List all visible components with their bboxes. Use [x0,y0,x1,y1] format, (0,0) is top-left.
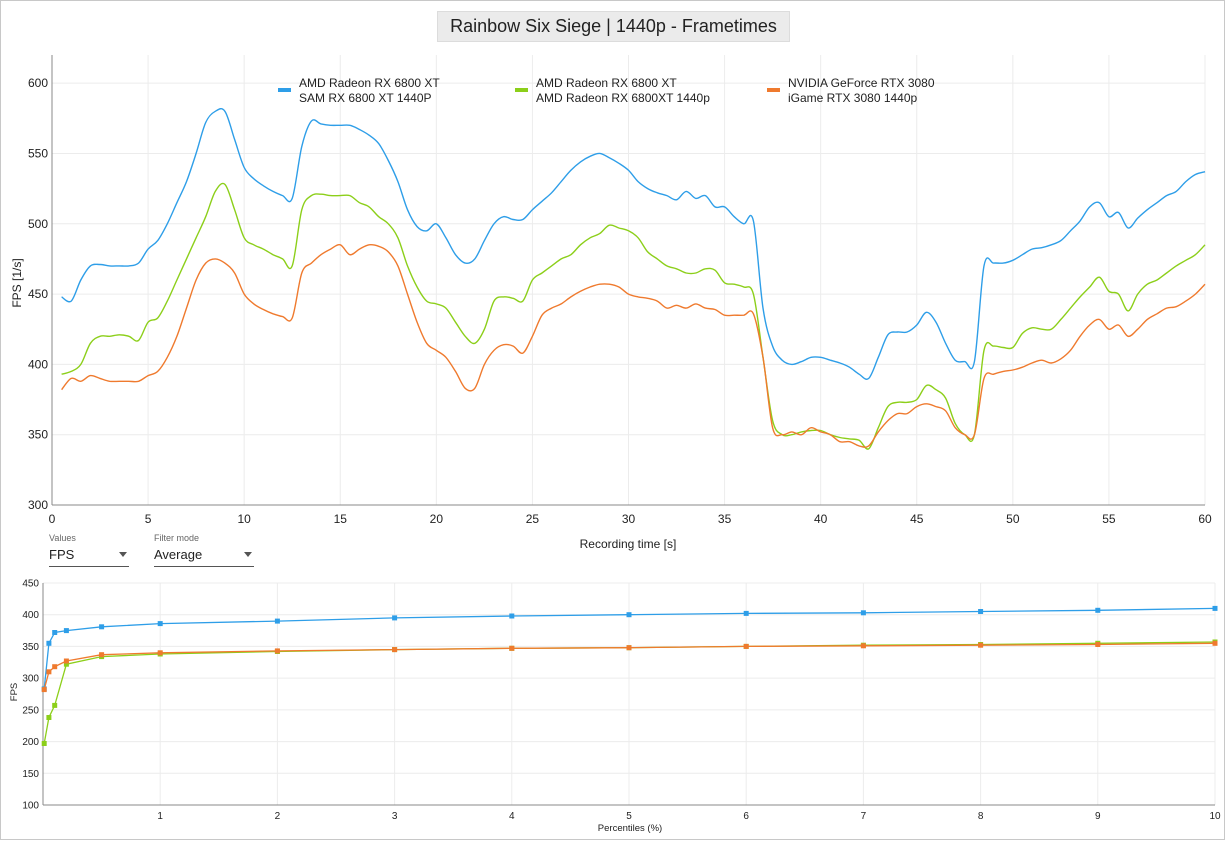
values-dropdown-label: Values [49,533,76,543]
frametime-series-line-1 [61,108,1206,380]
frametime-x-tick-label: 35 [718,512,732,526]
frametime-x-tick-label: 55 [1102,512,1116,526]
frametime-grid [51,55,1206,506]
frametime-y-axis-title: FPS [1/s] [10,258,24,307]
chevron-down-icon [244,552,252,557]
legend-label-line1-3: NVIDIA GeForce RTX 3080 [788,76,935,90]
chevron-down-icon [119,552,127,557]
frametime-x-axis-title: Recording time [s] [580,537,677,551]
values-dropdown-value[interactable]: FPS [49,547,129,567]
frametime-x-tick-label: 10 [237,512,251,526]
filter-mode-dropdown-selected: Average [154,547,203,562]
chart-title-text: Rainbow Six Siege | 1440p - Frametimes [450,16,777,36]
frametime-y-tick-label: 300 [28,498,48,512]
frametime-y-tick-label: 600 [28,76,48,90]
legend-swatch-2 [515,88,528,92]
values-dropdown[interactable]: Values FPS [49,533,129,567]
legend-swatch-1 [278,88,291,92]
frametime-x-tick-label: 45 [910,512,924,526]
frametime-series-line-2 [61,182,1206,450]
legend-label-line1-1: AMD Radeon RX 6800 XT [299,76,440,90]
frametime-x-tick-label: 25 [526,512,540,526]
legend-label-line1-2: AMD Radeon RX 6800 XT [536,76,677,90]
frametime-x-tick-label: 5 [145,512,152,526]
frametime-ticks: 300 350 400 450 500 550 600 0 5 10 15 20 25 30 35 40 45 5… [28,76,1212,526]
frametime-x-tick-label: 40 [814,512,828,526]
frametime-y-tick-label: 500 [28,217,48,231]
values-dropdown-selected: FPS [49,547,75,562]
frametime-x-tick-label: 50 [1006,512,1020,526]
legend-label-line2-2: AMD Radeon RX 6800XT 1440p [536,91,710,105]
frametime-chart: 300 350 400 450 500 550 600 0 5 10 15 20 25 30 35 40 45 5… [10,55,1212,551]
filter-mode-dropdown-label: Filter mode [154,533,200,543]
frametime-x-tick-label: 60 [1198,512,1212,526]
chart-title: Rainbow Six Siege | 1440p - Frametimes [437,11,790,42]
frametime-x-tick-label: 15 [334,512,348,526]
frametime-y-tick-label: 450 [28,287,48,301]
legend-swatch-3 [767,88,780,92]
frametime-y-tick-label: 350 [28,428,48,442]
frametime-y-tick-label: 550 [28,146,48,160]
legend-label-line2-3: iGame RTX 3080 1440p [788,91,918,105]
frametime-y-tick-label: 400 [28,357,48,371]
frametime-x-tick-label: 0 [49,512,56,526]
frametime-x-tick-label: 20 [430,512,444,526]
frametime-x-tick-label: 30 [622,512,636,526]
legend-label-line2-1: SAM RX 6800 XT 1440P [299,91,432,105]
frametime-series-line-3 [61,243,1206,448]
filter-mode-dropdown[interactable]: Filter mode Average [154,533,254,567]
frametime-series [61,108,1206,450]
filter-mode-dropdown-value[interactable]: Average [154,547,254,567]
